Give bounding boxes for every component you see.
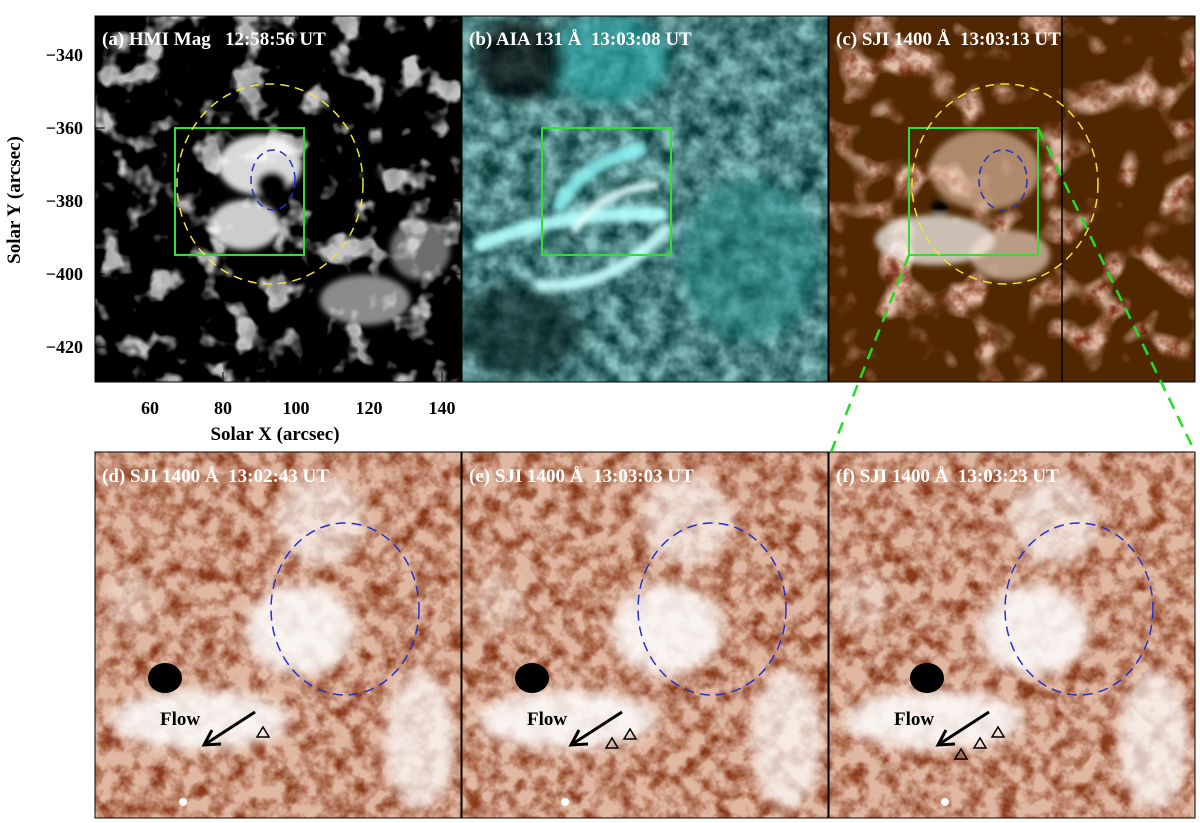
outer-circle-a: [176, 83, 364, 285]
triangle-marker: [604, 736, 620, 749]
x-tick-label: 120: [356, 398, 383, 418]
panel-c-label: (c) SJI 1400 Å 13:03:13 UT: [836, 29, 1061, 50]
flow-arrow-d: [201, 710, 256, 747]
zoom-line-left: [829, 254, 911, 453]
outer-circle-c: [911, 83, 1099, 285]
flow-arrow-e: [568, 710, 623, 747]
x-axis-title: Solar X (arcsec): [210, 424, 339, 445]
x-tick-label: 140: [429, 398, 456, 418]
flow-label-f: Flow: [894, 709, 934, 730]
inner-circle-e: [637, 522, 787, 696]
panel-a-label: (a) HMI Mag 12:58:56 UT: [102, 29, 326, 50]
flow-label-e: Flow: [527, 709, 567, 730]
triangle-marker: [972, 736, 988, 749]
x-tick-label: 60: [141, 398, 159, 418]
panel-d: [95, 452, 461, 818]
y-axis-title: Solar Y (arcsec): [4, 136, 25, 264]
flow-label-d: Flow: [160, 709, 200, 730]
inner-circle-f: [1004, 522, 1154, 696]
panel-c: [829, 16, 1195, 382]
inner-circle-c: [978, 149, 1028, 211]
axis-ticks-a: [95, 16, 461, 382]
panel-e-label: (e) SJI 1400 Å 13:03:03 UT: [469, 466, 694, 487]
y-tick-label: −420: [46, 337, 83, 357]
triangle-marker: [990, 725, 1006, 738]
panel-a: [95, 16, 461, 382]
flow-arrow-f: [935, 710, 990, 747]
x-tick-label: 100: [283, 398, 310, 418]
inner-circle-a: [250, 149, 296, 211]
y-tick-label: −360: [46, 118, 83, 138]
y-tick-label: −340: [46, 45, 83, 65]
panel-f-label: (f) SJI 1400 Å 13:03:23 UT: [836, 466, 1059, 487]
zoom-line-right: [1036, 127, 1197, 453]
triangle-marker: [622, 727, 638, 740]
y-tick-label: −380: [46, 191, 83, 211]
panel-f: [829, 452, 1195, 818]
fov-box-a: [174, 127, 305, 256]
fov-box-b: [541, 127, 672, 256]
inner-circle-d: [270, 522, 420, 696]
panel-d-label: (d) SJI 1400 Å 13:02:43 UT: [102, 466, 329, 487]
panel-b: [462, 16, 828, 382]
fov-box-c: [908, 127, 1039, 256]
x-tick-label: 80: [214, 398, 232, 418]
panel-e: [462, 452, 828, 818]
triangle-marker: [255, 725, 271, 738]
triangle-marker: [953, 747, 969, 760]
y-tick-label: −400: [46, 264, 83, 284]
panel-b-label: (b) AIA 131 Å 13:03:08 UT: [469, 29, 692, 50]
